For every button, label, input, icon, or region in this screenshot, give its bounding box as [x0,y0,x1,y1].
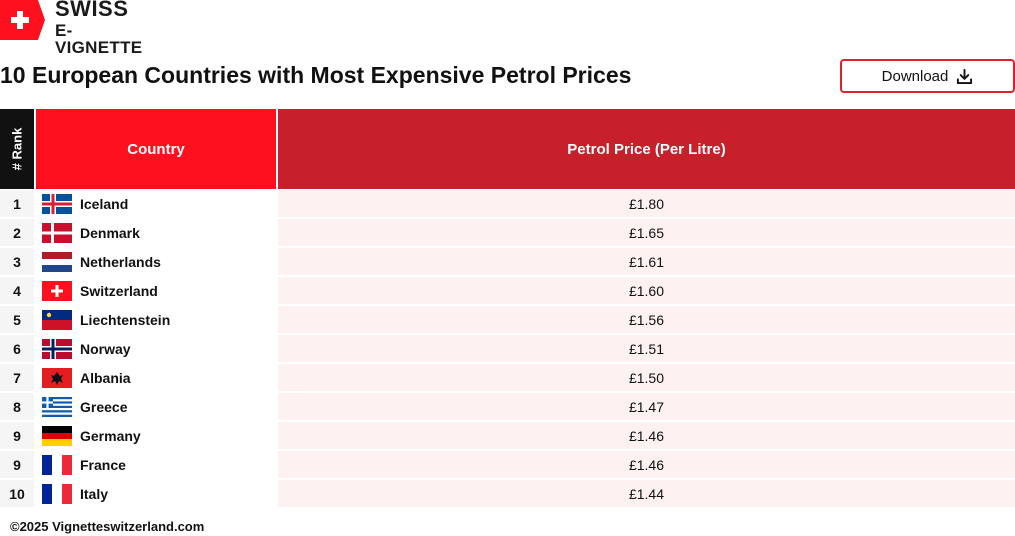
rank-cell: 6 [0,335,34,362]
switzerland-flag-icon [42,280,72,301]
table-row: 9 Germany £1.46 [0,421,1015,450]
country-name: Norway [80,340,131,357]
country-cell: France [36,451,276,478]
column-header-country: Country [36,109,276,189]
table-row: 2 Denmark £1.65 [0,218,1015,247]
country-name: Italy [80,485,109,502]
denmark-flag-icon [42,222,72,243]
rank-cell: 8 [0,393,34,420]
country-name: Denmark [80,224,140,241]
download-button[interactable]: Download [840,59,1015,93]
rank-cell: 3 [0,248,34,275]
country-name: Greece [80,398,128,415]
table-body: 1 Iceland £1.80 2 Denmark £1.65 3 Netherlands £1… [0,189,1015,508]
column-header-price: Petrol Price (Per Litre) [278,109,1015,189]
price-cell: £1.65 [278,219,1015,246]
table-row: 1 Iceland £1.80 [0,189,1015,218]
country-name: Albania [80,369,131,386]
rank-cell: 10 [0,480,34,507]
price-cell: £1.47 [278,393,1015,420]
table-row: 3 Netherlands £1.61 [0,247,1015,276]
country-name: Switzerland [80,282,158,299]
country-name: Netherlands [80,253,161,270]
country-cell: Switzerland [36,277,276,304]
table-row: 9 France £1.46 [0,450,1015,479]
rank-header-label: # Rank [9,127,25,171]
country-cell: Liechtenstein [36,306,276,333]
price-cell: £1.51 [278,335,1015,362]
liechtenstein-flag-icon [42,309,72,330]
greece-flag-icon [42,396,72,417]
table-row: 4 Switzerland £1.60 [0,276,1015,305]
country-cell: Norway [36,335,276,362]
page-title: 10 European Countries with Most Expensiv… [0,62,632,88]
rank-cell: 9 [0,451,34,478]
logo-text-line1: SWISS [55,0,129,21]
table-row: 6 Norway £1.51 [0,334,1015,363]
price-cell: £1.50 [278,364,1015,391]
rank-cell: 9 [0,422,34,449]
rank-cell: 2 [0,219,34,246]
rank-cell: 4 [0,277,34,304]
table-row: 5 Liechtenstein £1.56 [0,305,1015,334]
column-header-rank: # Rank [0,109,34,189]
country-cell: Italy [36,480,276,507]
netherlands-flag-icon [42,251,72,272]
country-cell: Albania [36,364,276,391]
rank-cell: 1 [0,190,34,217]
country-name: Iceland [80,195,129,212]
price-cell: £1.60 [278,277,1015,304]
albania-flag-icon [42,367,72,388]
logo-text-line2: E-VIGNETTE [55,21,143,57]
table-row: 8 Greece £1.47 [0,392,1015,421]
country-cell: Denmark [36,219,276,246]
country-cell: Germany [36,422,276,449]
norway-flag-icon [42,338,72,359]
iceland-flag-icon [42,193,72,214]
price-cell: £1.46 [278,422,1015,449]
price-cell: £1.56 [278,306,1015,333]
table-row: 7 Albania £1.50 [0,363,1015,392]
country-cell: Greece [36,393,276,420]
germany-flag-icon [42,425,72,446]
table-header: # Rank Country Petrol Price (Per Litre) [0,109,1015,189]
swiss-cross-logo-icon [0,0,45,40]
download-label: Download [881,67,949,85]
table-row: 10 Italy £1.44 [0,479,1015,508]
download-icon [957,68,973,84]
country-cell: Iceland [36,190,276,217]
price-cell: £1.44 [278,480,1015,507]
price-cell: £1.46 [278,451,1015,478]
rank-cell: 7 [0,364,34,391]
country-name: Germany [80,427,141,444]
country-name: France [80,456,126,473]
italy-flag-icon [42,483,72,504]
country-name: Liechtenstein [80,311,171,328]
france-flag-icon [42,454,72,475]
country-cell: Netherlands [36,248,276,275]
copyright-footer: ©2025 Vignetteswitzerland.com [10,519,205,534]
rank-cell: 5 [0,306,34,333]
price-table: # Rank Country Petrol Price (Per Litre) … [0,109,1015,508]
price-cell: £1.61 [278,248,1015,275]
price-cell: £1.80 [278,190,1015,217]
